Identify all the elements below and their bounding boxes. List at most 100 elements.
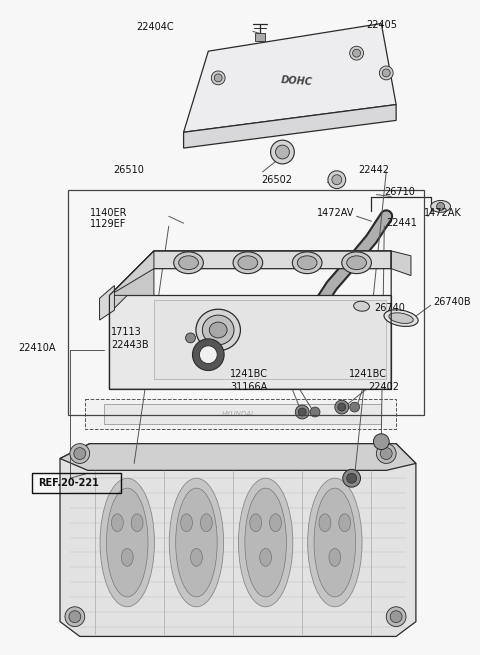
Text: 22405: 22405 <box>366 20 397 31</box>
Polygon shape <box>99 286 114 320</box>
Ellipse shape <box>176 488 217 597</box>
Ellipse shape <box>308 478 362 607</box>
Circle shape <box>349 47 363 60</box>
Ellipse shape <box>180 514 192 532</box>
Circle shape <box>298 408 306 416</box>
Text: 1241BC: 1241BC <box>230 369 268 379</box>
Polygon shape <box>183 105 396 148</box>
Ellipse shape <box>354 301 370 311</box>
Text: 22441: 22441 <box>386 218 417 228</box>
Text: 22404C: 22404C <box>136 22 174 33</box>
Polygon shape <box>105 404 381 424</box>
Circle shape <box>376 443 396 464</box>
Circle shape <box>437 202 444 210</box>
Circle shape <box>65 607 85 627</box>
Circle shape <box>373 434 389 449</box>
Text: 22410A: 22410A <box>19 343 56 353</box>
Circle shape <box>380 447 392 459</box>
Circle shape <box>69 610 81 623</box>
Polygon shape <box>109 251 391 295</box>
Circle shape <box>310 407 320 417</box>
Ellipse shape <box>238 256 258 270</box>
Ellipse shape <box>270 514 281 532</box>
Circle shape <box>349 402 360 412</box>
Polygon shape <box>255 33 264 41</box>
Text: 31166A: 31166A <box>230 383 267 392</box>
Polygon shape <box>109 269 154 295</box>
Ellipse shape <box>342 252 372 274</box>
Circle shape <box>276 145 289 159</box>
Ellipse shape <box>100 478 155 607</box>
Polygon shape <box>154 300 386 379</box>
Text: 1129EF: 1129EF <box>90 219 126 229</box>
Ellipse shape <box>292 252 322 274</box>
Circle shape <box>347 474 357 483</box>
Circle shape <box>211 71 225 84</box>
Circle shape <box>382 69 390 77</box>
Circle shape <box>199 346 217 364</box>
Text: REF.20-221: REF.20-221 <box>38 478 99 488</box>
Ellipse shape <box>260 548 272 566</box>
Text: 26510: 26510 <box>113 165 144 175</box>
Ellipse shape <box>314 488 356 597</box>
Circle shape <box>271 140 294 164</box>
Polygon shape <box>109 251 154 313</box>
Ellipse shape <box>196 309 240 350</box>
Ellipse shape <box>319 514 331 532</box>
Circle shape <box>343 470 360 487</box>
Polygon shape <box>60 443 416 470</box>
Circle shape <box>328 171 346 189</box>
Polygon shape <box>60 443 416 637</box>
Text: 1241BC: 1241BC <box>348 369 387 379</box>
Ellipse shape <box>384 310 418 326</box>
Ellipse shape <box>169 478 224 607</box>
Ellipse shape <box>174 252 204 274</box>
Circle shape <box>214 74 222 82</box>
Polygon shape <box>391 251 411 276</box>
Ellipse shape <box>209 322 227 338</box>
Circle shape <box>338 403 346 411</box>
Ellipse shape <box>389 313 413 324</box>
Ellipse shape <box>107 488 148 597</box>
Ellipse shape <box>245 488 287 597</box>
Circle shape <box>295 405 309 419</box>
Text: 1472AV: 1472AV <box>317 208 354 218</box>
Ellipse shape <box>431 200 451 212</box>
Circle shape <box>379 66 393 80</box>
Polygon shape <box>109 295 391 389</box>
Text: 26502: 26502 <box>261 175 292 185</box>
Ellipse shape <box>131 514 143 532</box>
Ellipse shape <box>203 315 234 345</box>
Circle shape <box>390 610 402 623</box>
Ellipse shape <box>339 514 351 532</box>
Polygon shape <box>183 24 396 132</box>
Ellipse shape <box>233 252 263 274</box>
Text: 17113: 17113 <box>111 327 142 337</box>
Text: HYUNDAI: HYUNDAI <box>222 411 254 417</box>
Text: 22442: 22442 <box>359 165 390 175</box>
Circle shape <box>335 400 348 414</box>
Ellipse shape <box>297 256 317 270</box>
Ellipse shape <box>200 514 212 532</box>
Ellipse shape <box>121 548 133 566</box>
Text: DOHC: DOHC <box>281 75 313 87</box>
Ellipse shape <box>347 256 366 270</box>
Text: 22402: 22402 <box>369 383 399 392</box>
Circle shape <box>332 175 342 185</box>
Ellipse shape <box>250 514 262 532</box>
Text: 1472AK: 1472AK <box>424 208 462 218</box>
Ellipse shape <box>329 548 341 566</box>
Circle shape <box>192 339 224 371</box>
Ellipse shape <box>239 478 293 607</box>
Circle shape <box>70 443 90 464</box>
Circle shape <box>186 333 195 343</box>
Circle shape <box>74 447 86 459</box>
Text: 26710: 26710 <box>384 187 415 196</box>
Text: 26740: 26740 <box>374 303 405 313</box>
Text: 22443B: 22443B <box>111 340 149 350</box>
Circle shape <box>353 49 360 57</box>
Ellipse shape <box>191 548 203 566</box>
Polygon shape <box>85 399 396 429</box>
Ellipse shape <box>111 514 123 532</box>
Text: 1140ER: 1140ER <box>90 208 127 218</box>
